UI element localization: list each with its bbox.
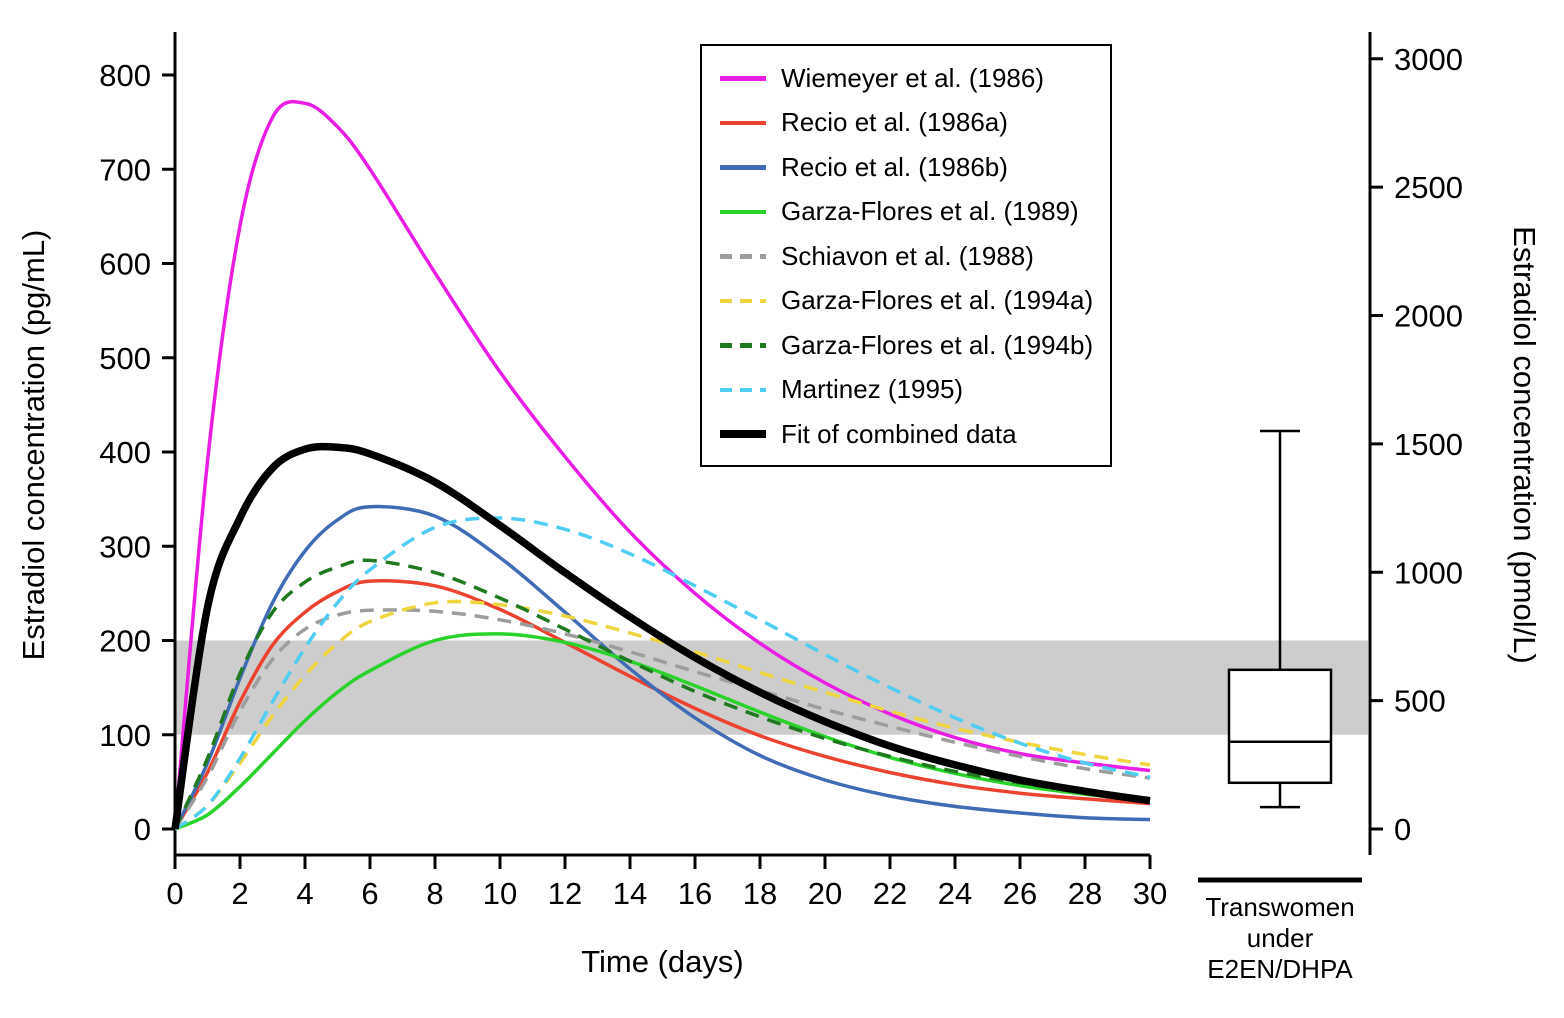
svg-text:8: 8 [426, 876, 443, 911]
boxplot-label-line: under [1246, 923, 1314, 954]
svg-text:22: 22 [873, 876, 907, 911]
legend-item: Wiemeyer et al. (1986) [720, 56, 1110, 101]
legend-line-swatch [720, 120, 766, 125]
legend-item: Recio et al. (1986b) [720, 145, 1110, 190]
svg-text:16: 16 [678, 876, 712, 911]
y-axis-left-title: Estradiol concentration (pg/mL) [16, 229, 51, 661]
legend-label: Martinez (1995) [781, 374, 964, 405]
svg-text:6: 6 [361, 876, 378, 911]
legend-item: Garza-Flores et al. (1989) [720, 190, 1110, 235]
svg-text:300: 300 [99, 529, 151, 564]
legend-item: Garza-Flores et al. (1994a) [720, 279, 1110, 324]
svg-text:500: 500 [1394, 684, 1446, 719]
svg-text:12: 12 [548, 876, 582, 911]
svg-text:30: 30 [1133, 876, 1167, 911]
legend-item: Garza-Flores et al. (1994b) [720, 323, 1110, 368]
svg-text:10: 10 [483, 876, 517, 911]
svg-text:4: 4 [296, 876, 313, 911]
legend-item: Martinez (1995) [720, 368, 1110, 413]
legend-label: Garza-Flores et al. (1994b) [781, 329, 1094, 360]
x-axis-title: Time (days) [581, 944, 744, 979]
legend-label: Fit of combined data [781, 418, 1017, 449]
legend-line-swatch [720, 165, 766, 170]
legend-line-swatch [720, 387, 766, 392]
legend-line-swatch [720, 254, 766, 259]
legend-line-swatch [720, 298, 766, 303]
svg-text:20: 20 [808, 876, 842, 911]
svg-text:1000: 1000 [1394, 555, 1463, 590]
svg-text:14: 14 [613, 876, 647, 911]
legend-item: Schiavon et al. (1988) [720, 234, 1110, 279]
legend-item: Fit of combined data [720, 412, 1110, 457]
svg-text:800: 800 [99, 58, 151, 93]
svg-text:28: 28 [1068, 876, 1102, 911]
legend-line-swatch [720, 430, 766, 439]
legend-line-swatch [720, 209, 766, 214]
y-axis-right-title: Estradiol concentration (pmol/L) [1507, 226, 1542, 664]
svg-text:2000: 2000 [1394, 299, 1463, 334]
svg-text:2500: 2500 [1394, 170, 1463, 205]
legend-item: Recio et al. (1986a) [720, 101, 1110, 146]
legend-label: Recio et al. (1986a) [781, 107, 1008, 138]
svg-text:1500: 1500 [1394, 427, 1463, 462]
svg-text:100: 100 [99, 718, 151, 753]
svg-text:600: 600 [99, 247, 151, 282]
legend-label: Wiemeyer et al. (1986) [781, 62, 1044, 93]
legend-label: Schiavon et al. (1988) [781, 240, 1034, 271]
chart-legend: Wiemeyer et al. (1986) Recio et al. (198… [700, 44, 1112, 467]
boxplot-category-label: Transwomen under E2EN/DHPA [1186, 892, 1374, 986]
boxplot-label-line: E2EN/DHPA [1207, 954, 1353, 985]
legend-line-swatch [720, 343, 766, 348]
legend-label: Recio et al. (1986b) [781, 151, 1008, 182]
svg-text:3000: 3000 [1394, 42, 1463, 77]
svg-text:0: 0 [166, 876, 183, 911]
legend-label: Garza-Flores et al. (1989) [781, 196, 1079, 227]
svg-text:18: 18 [743, 876, 777, 911]
legend-label: Garza-Flores et al. (1994a) [781, 285, 1094, 316]
svg-text:500: 500 [99, 341, 151, 376]
svg-text:24: 24 [938, 876, 972, 911]
svg-text:700: 700 [99, 152, 151, 187]
legend-line-swatch [720, 76, 766, 81]
svg-text:200: 200 [99, 624, 151, 659]
svg-text:2: 2 [231, 876, 248, 911]
svg-text:0: 0 [1394, 812, 1411, 847]
boxplot-label-line: Transwomen [1205, 892, 1355, 922]
svg-text:26: 26 [1003, 876, 1037, 911]
svg-text:0: 0 [134, 812, 151, 847]
svg-text:400: 400 [99, 435, 151, 470]
